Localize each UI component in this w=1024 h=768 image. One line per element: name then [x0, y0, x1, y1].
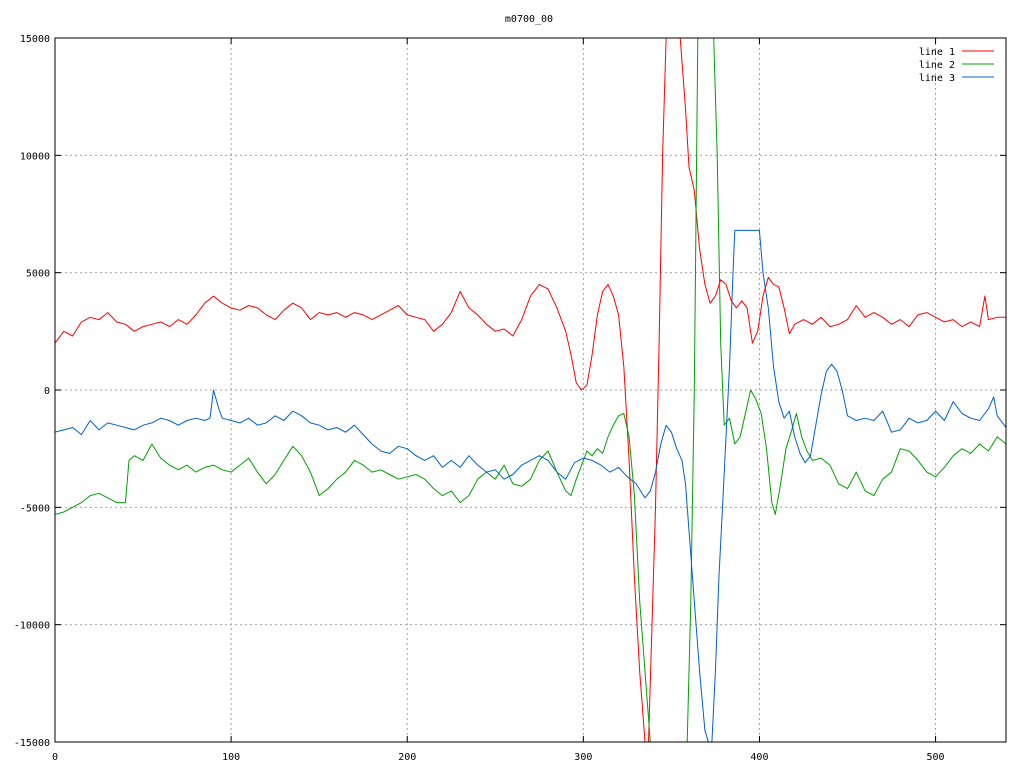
- y-tick-label: 10000: [20, 151, 50, 162]
- legend-label: line 3: [919, 73, 955, 84]
- plot-frame: [54, 37, 1007, 743]
- x-tick-label: 200: [398, 752, 416, 763]
- x-tick-label: 500: [927, 752, 945, 763]
- x-tick-label: 100: [222, 752, 240, 763]
- series-line-3: [55, 229, 1006, 742]
- y-tick-label: -15000: [14, 738, 50, 749]
- legend-label: line 1: [919, 47, 955, 58]
- x-tick-label: 300: [574, 752, 592, 763]
- chart-title: m0700_00: [505, 14, 553, 25]
- data-series: [55, 38, 1006, 742]
- x-tick-label: 0: [52, 752, 58, 763]
- legend: line 1 line 2 line 3: [919, 47, 994, 84]
- grid-lines: [55, 38, 1006, 742]
- y-tick-label: 15000: [20, 34, 50, 45]
- x-tick-label: 400: [750, 752, 768, 763]
- y-tick-label: -10000: [14, 621, 50, 632]
- series-line-1: [55, 38, 1006, 742]
- series-line-2: [55, 38, 1006, 742]
- y-tick-label: 5000: [26, 269, 50, 280]
- axes: 0 100 200 300 400 500 15000 10000 5000 0 -5000 -100…: [14, 34, 1006, 763]
- y-tick-label: 0: [44, 386, 50, 397]
- legend-label: line 2: [919, 60, 955, 71]
- y-tick-label: -5000: [20, 503, 50, 514]
